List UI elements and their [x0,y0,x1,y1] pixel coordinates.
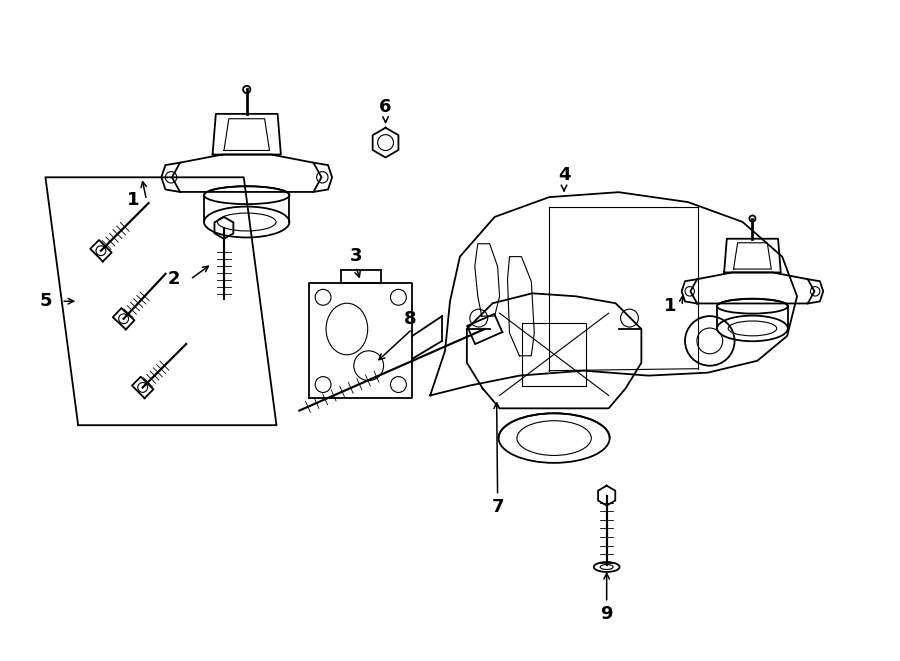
Circle shape [243,86,250,93]
Circle shape [750,215,755,221]
Text: 3: 3 [349,247,362,264]
Text: 5: 5 [40,292,51,310]
Text: 9: 9 [600,605,613,623]
Text: 8: 8 [404,310,417,328]
Text: 4: 4 [558,167,571,184]
Text: 7: 7 [491,498,504,516]
Text: 2: 2 [168,270,181,288]
Text: 1: 1 [664,297,677,315]
Text: 1: 1 [126,191,139,209]
Text: 6: 6 [379,98,392,116]
